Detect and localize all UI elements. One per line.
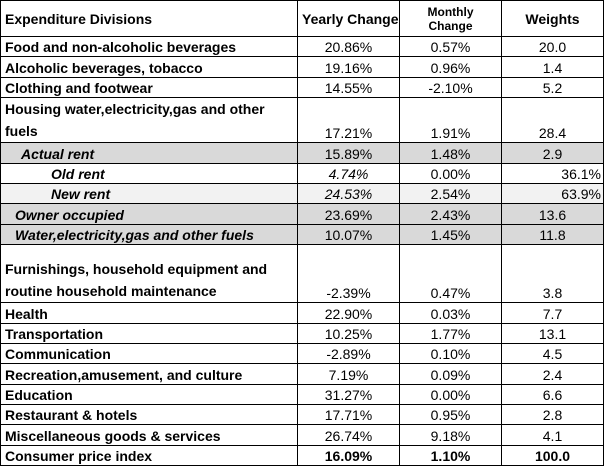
row-weight: 1.4 <box>501 56 604 78</box>
row-yearly: 26.74% <box>297 424 400 446</box>
row-yearly: 10.07% <box>297 223 400 246</box>
row-monthly: 0.95% <box>399 404 502 426</box>
row-monthly: 0.96% <box>399 56 502 78</box>
row-label: Food and non-alcoholic beverages <box>0 35 298 58</box>
row-label: Health <box>0 302 298 324</box>
row-yearly: 10.25% <box>297 322 400 344</box>
row-yearly: -2.39% <box>297 244 400 304</box>
row-weight: 6.6 <box>501 383 604 406</box>
row-label: Transportation <box>0 322 298 344</box>
row-weight: 4.1 <box>501 424 604 446</box>
row-label: Restaurant & hotels <box>0 404 298 426</box>
row-weight: 13.6 <box>501 203 604 225</box>
row-monthly: 0.00% <box>399 162 502 184</box>
header-weights: Weights <box>501 0 604 37</box>
row-label: Water,electricity,gas and other fuels <box>0 223 298 246</box>
row-yearly: 19.16% <box>297 56 400 78</box>
row-weight: 2.4 <box>501 363 604 385</box>
row-weight: 7.7 <box>501 302 604 324</box>
row-weight: 28.4 <box>501 97 604 144</box>
table-row: Housing water,electricity,gas and other … <box>0 97 604 144</box>
row-label: Housing water,electricity,gas and other … <box>0 97 298 144</box>
table-row: Communication -2.89% 0.10% 4.5 <box>0 342 604 365</box>
row-label: Recreation,amusement, and culture <box>0 363 298 385</box>
row-label: Education <box>0 383 298 406</box>
row-weight: 11.8 <box>501 223 604 246</box>
row-weight: 4.5 <box>501 342 604 365</box>
header-yearly: Yearly Change <box>297 0 400 37</box>
row-label: Clothing and footwear <box>0 76 298 99</box>
row-yearly: 14.55% <box>297 76 400 99</box>
row-yearly: 4.74% <box>297 162 400 184</box>
table-row: Restaurant & hotels 17.71% 0.95% 2.8 <box>0 404 604 426</box>
row-yearly: 17.71% <box>297 404 400 426</box>
table-row: Furnishings, household equipment and rou… <box>0 244 604 304</box>
row-yearly: 17.21% <box>297 97 400 144</box>
row-label: Communication <box>0 342 298 365</box>
row-yearly: 15.89% <box>297 142 400 164</box>
row-yearly: 23.69% <box>297 203 400 225</box>
row-monthly: 1.91% <box>399 97 502 144</box>
row-weight: 5.2 <box>501 76 604 99</box>
row-yearly: -2.89% <box>297 342 400 365</box>
row-label: Furnishings, household equipment and rou… <box>0 244 298 304</box>
row-weight: 20.0 <box>501 35 604 58</box>
row-weight: 36.1% <box>501 162 604 184</box>
row-weight: 63.9% <box>501 182 604 205</box>
table-header-row: Expenditure Divisions Yearly Change Mont… <box>0 0 604 37</box>
row-yearly: 24.53% <box>297 182 400 205</box>
table-row: Transportation 10.25% 1.77% 13.1 <box>0 322 604 344</box>
row-monthly: 2.54% <box>399 182 502 205</box>
row-monthly: 0.57% <box>399 35 502 58</box>
row-weight: 2.9 <box>501 142 604 164</box>
total-row: Consumer price index 16.09% 1.10% 100.0 <box>0 444 604 467</box>
table-row: Health 22.90% 0.03% 7.7 <box>0 302 604 324</box>
table-row: Owner occupied 23.69% 2.43% 13.6 <box>0 203 604 225</box>
row-label: Consumer price index <box>0 444 298 467</box>
table-row: Actual rent 15.89% 1.48% 2.9 <box>0 142 604 164</box>
row-monthly: 0.47% <box>399 244 502 304</box>
row-label: Actual rent <box>0 142 298 164</box>
row-monthly: 0.00% <box>399 383 502 406</box>
row-weight: 13.1 <box>501 322 604 344</box>
row-weight: 2.8 <box>501 404 604 426</box>
table-row: Clothing and footwear 14.55% -2.10% 5.2 <box>0 76 604 99</box>
table-row: Old rent 4.74% 0.00% 36.1% <box>0 162 604 184</box>
header-division: Expenditure Divisions <box>0 0 298 37</box>
row-yearly: 22.90% <box>297 302 400 324</box>
header-monthly: Monthly Change <box>399 0 502 37</box>
table-row: New rent 24.53% 2.54% 63.9% <box>0 182 604 205</box>
row-label: Owner occupied <box>0 203 298 225</box>
row-yearly: 16.09% <box>297 444 400 467</box>
table-row: Water,electricity,gas and other fuels 10… <box>0 223 604 246</box>
row-monthly: 9.18% <box>399 424 502 446</box>
row-monthly: 1.45% <box>399 223 502 246</box>
row-monthly: 0.03% <box>399 302 502 324</box>
table-row: Alcoholic beverages, tobacco 19.16% 0.96… <box>0 56 604 78</box>
table-row: Miscellaneous goods & services 26.74% 9.… <box>0 424 604 446</box>
row-label: Old rent <box>0 162 298 184</box>
row-monthly: 0.10% <box>399 342 502 365</box>
row-monthly: 1.77% <box>399 322 502 344</box>
table-row: Food and non-alcoholic beverages 20.86% … <box>0 35 604 58</box>
row-weight: 3.8 <box>501 244 604 304</box>
row-label: Miscellaneous goods & services <box>0 424 298 446</box>
table-row: Education 31.27% 0.00% 6.6 <box>0 383 604 406</box>
row-monthly: 1.48% <box>399 142 502 164</box>
row-monthly: 0.09% <box>399 363 502 385</box>
row-yearly: 20.86% <box>297 35 400 58</box>
row-monthly: 1.10% <box>399 444 502 467</box>
row-label: New rent <box>0 182 298 205</box>
row-yearly: 31.27% <box>297 383 400 406</box>
row-yearly: 7.19% <box>297 363 400 385</box>
row-label: Alcoholic beverages, tobacco <box>0 56 298 78</box>
row-weight: 100.0 <box>501 444 604 467</box>
row-monthly: -2.10% <box>399 76 502 99</box>
row-monthly: 2.43% <box>399 203 502 225</box>
table-row: Recreation,amusement, and culture 7.19% … <box>0 363 604 385</box>
